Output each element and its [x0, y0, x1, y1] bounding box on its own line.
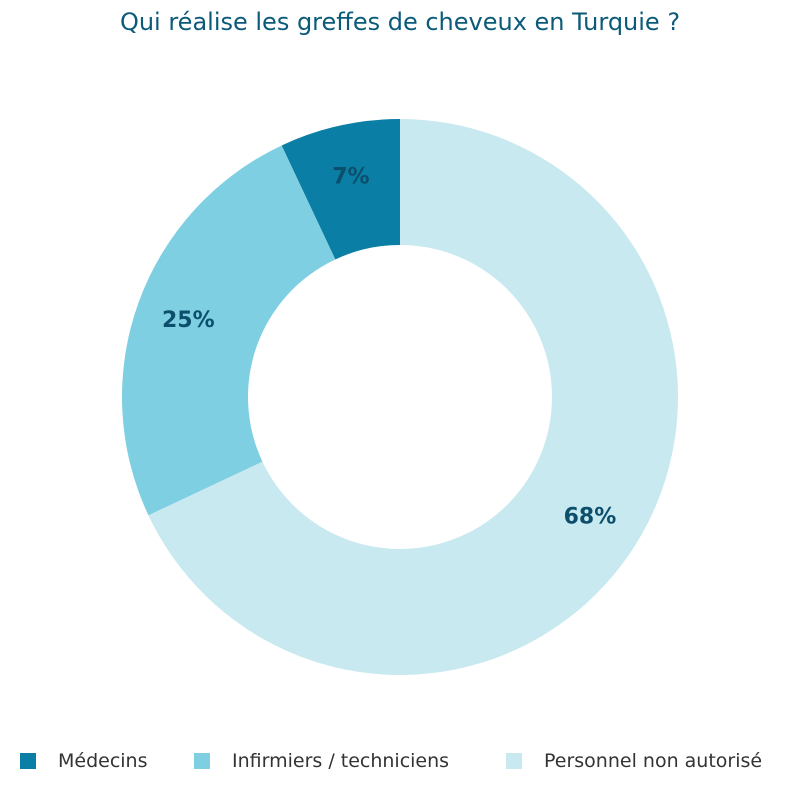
- donut-slice-infirmiers: [122, 145, 336, 516]
- legend-label-infirmiers: Infirmiers / techniciens: [232, 750, 450, 772]
- legend-item-infirmiers: Infirmiers / techniciens: [194, 746, 449, 776]
- donut-chart: 7% 25% 68%: [122, 119, 679, 675]
- legend: Médecins Infirmiers / techniciens Person…: [0, 746, 800, 776]
- donut-slice-personnel: [148, 119, 679, 675]
- legend-item-personnel: Personnel non autorisé: [506, 746, 762, 776]
- data-label-personnel: 68%: [564, 505, 617, 530]
- donut-slice-medecins: [281, 119, 400, 260]
- chart-title: Qui réalise les greffes de cheveux en Tu…: [119, 8, 681, 36]
- legend-swatch-infirmiers: [194, 753, 210, 769]
- legend-item-medecins: Médecins: [20, 746, 148, 776]
- data-label-infirmiers: 25%: [162, 308, 215, 333]
- legend-label-medecins: Médecins: [58, 750, 148, 772]
- data-label-medecins: 7%: [332, 164, 369, 189]
- legend-swatch-personnel: [506, 753, 522, 769]
- legend-swatch-medecins: [20, 753, 36, 769]
- legend-label-personnel: Personnel non autorisé: [544, 750, 763, 772]
